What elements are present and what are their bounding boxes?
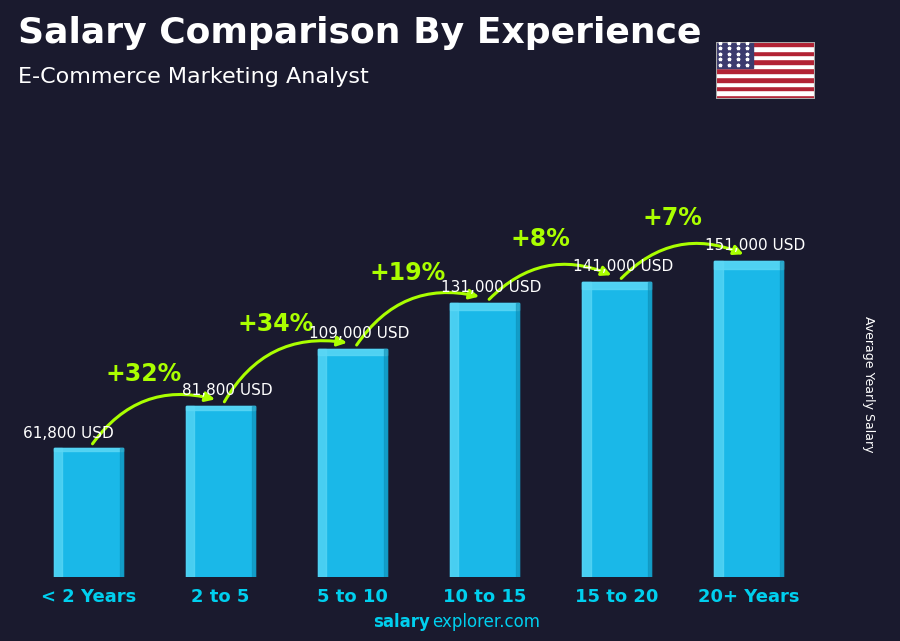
Bar: [450, 303, 458, 577]
Bar: [450, 303, 519, 577]
Bar: [582, 282, 651, 577]
Text: explorer.com: explorer.com: [432, 613, 540, 631]
Bar: [318, 349, 327, 577]
Text: Average Yearly Salary: Average Yearly Salary: [862, 317, 875, 453]
Bar: [780, 261, 783, 577]
Text: +8%: +8%: [510, 228, 570, 251]
Text: 131,000 USD: 131,000 USD: [441, 280, 541, 295]
Bar: [384, 349, 387, 577]
Bar: [186, 406, 194, 577]
Bar: [716, 95, 814, 99]
Bar: [582, 282, 590, 577]
Bar: [716, 55, 814, 60]
Bar: [716, 72, 814, 77]
Bar: [120, 447, 122, 577]
Bar: [716, 81, 814, 86]
Bar: [716, 90, 814, 95]
Bar: [715, 261, 783, 269]
Text: E-Commerce Marketing Analyst: E-Commerce Marketing Analyst: [18, 67, 369, 87]
Bar: [54, 447, 62, 577]
Bar: [252, 406, 255, 577]
Text: 109,000 USD: 109,000 USD: [309, 326, 410, 341]
Bar: [715, 261, 783, 577]
Bar: [716, 46, 814, 51]
Text: +32%: +32%: [105, 362, 182, 386]
Bar: [716, 69, 814, 72]
Bar: [186, 406, 255, 577]
Bar: [716, 51, 814, 55]
Bar: [716, 42, 814, 46]
Text: 61,800 USD: 61,800 USD: [23, 426, 113, 441]
Text: 81,800 USD: 81,800 USD: [182, 383, 273, 398]
Bar: [715, 261, 723, 577]
Text: +34%: +34%: [238, 312, 314, 337]
Bar: [54, 447, 122, 451]
Text: +7%: +7%: [643, 206, 702, 231]
Bar: [318, 349, 387, 354]
Bar: [648, 282, 651, 577]
Bar: [582, 282, 651, 289]
Bar: [716, 60, 814, 64]
Text: 151,000 USD: 151,000 USD: [706, 238, 806, 253]
Text: Salary Comparison By Experience: Salary Comparison By Experience: [18, 16, 701, 50]
Bar: [716, 77, 814, 81]
Text: salary: salary: [374, 613, 430, 631]
Text: +19%: +19%: [370, 261, 446, 285]
Bar: [54, 447, 122, 577]
Bar: [716, 64, 814, 69]
Bar: [186, 406, 255, 410]
Bar: [516, 303, 519, 577]
Bar: [450, 303, 519, 310]
Bar: [318, 349, 387, 577]
Bar: [716, 86, 814, 90]
Text: 141,000 USD: 141,000 USD: [573, 259, 673, 274]
